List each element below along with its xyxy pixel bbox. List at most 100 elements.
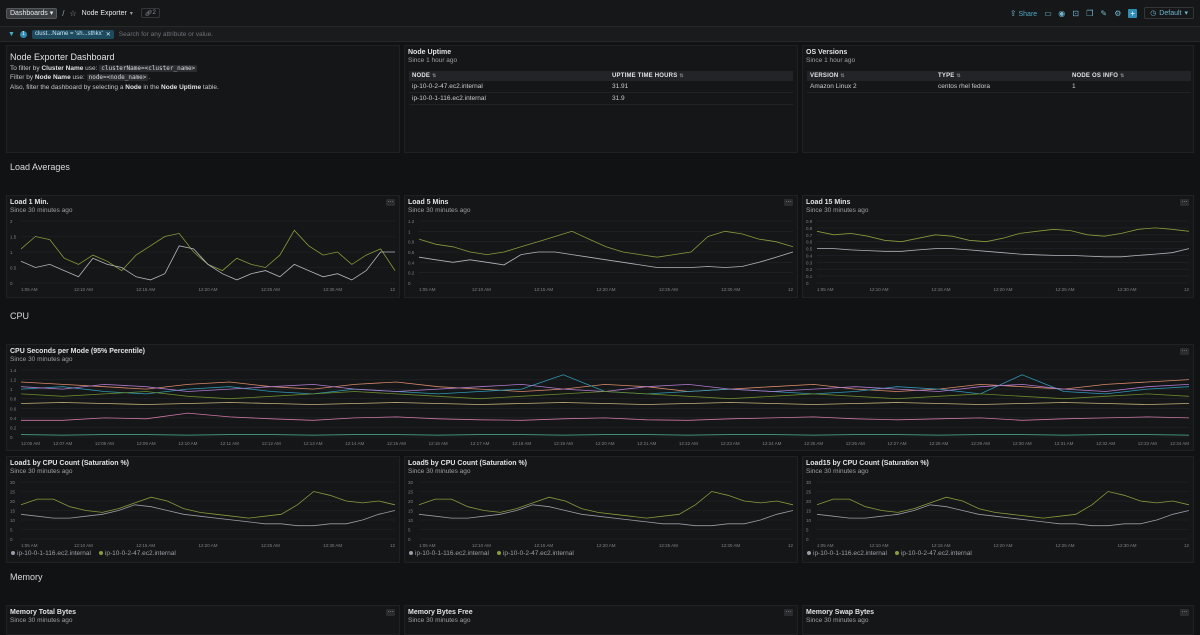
panel-menu-button[interactable]: … — [784, 608, 793, 616]
x-tick-label: 12:26 AM — [846, 441, 865, 446]
x-tick-label: 12:10 AM — [869, 543, 888, 548]
tv-mode-icon[interactable]: ▭ — [1044, 8, 1052, 18]
load5-saturation-chart: 30 25 20 15 10 5 0 1:05 AM 12:10 AM 12:15 AM 12:20… — [408, 480, 794, 548]
y-tick-label: 20 — [408, 499, 414, 504]
series-line — [418, 251, 794, 268]
y-tick-label: 10 — [408, 518, 414, 523]
filter-bar: ▼ 1 clust...Name = 'sh...sthkx' ✕ Search… — [0, 27, 1200, 42]
y-tick-label: 1 — [10, 387, 13, 392]
linked-entities-badge[interactable]: 🔗︎ 2 — [140, 8, 160, 18]
legend-item[interactable]: ip-10-0-2-47.ec2.internal — [894, 550, 972, 557]
panel-subtitle: Since 30 minutes ago — [806, 207, 869, 214]
panel-menu-button[interactable]: … — [1180, 347, 1189, 355]
cell-node[interactable]: ip-10-0-2-47.ec2.internal — [409, 81, 609, 93]
x-tick-label: 12:15 AM — [534, 287, 553, 292]
breadcrumb-label: Dashboards — [10, 9, 48, 17]
gear-icon[interactable]: ⚙ — [1114, 8, 1122, 18]
series-line — [418, 504, 794, 527]
add-widget-button[interactable]: + — [1128, 8, 1138, 18]
breadcrumb-dashboards[interactable]: Dashboards ▾ — [6, 7, 58, 19]
y-tick-label: 0.6 — [408, 250, 415, 255]
y-tick-label: 0 — [10, 537, 13, 542]
section-title-load: Load Averages — [10, 162, 70, 172]
panel-menu-button[interactable]: … — [1180, 198, 1189, 206]
legend-item[interactable]: ip-10-0-2-47.ec2.internal — [496, 550, 574, 557]
share-button[interactable]: ⇪ Share — [1010, 9, 1037, 18]
x-tick-label: 12:10 AM — [178, 441, 197, 446]
x-tick-label: 12:31 AM — [1054, 441, 1073, 446]
table-row[interactable]: ip-10-0-1-116.ec2.internal 31.9 — [409, 92, 793, 105]
column-header-version[interactable]: VERSION ⇅ — [807, 71, 935, 81]
star-icon[interactable]: ☆ — [69, 8, 77, 18]
filter-chip[interactable]: clust...Name = 'sh...sthkx' ✕ — [31, 29, 114, 39]
chevron-down-icon[interactable]: ▾ — [129, 10, 133, 17]
x-tick-label: 12:10 AM — [74, 543, 93, 548]
panel-menu-button[interactable]: … — [1180, 608, 1189, 616]
x-tick-label: 12:15 AM — [387, 441, 406, 446]
column-header-type[interactable]: TYPE ⇅ — [935, 71, 1069, 81]
legend-item[interactable]: ip-10-0-1-116.ec2.internal — [807, 550, 887, 557]
y-tick-label: 1.5 — [10, 235, 17, 240]
series-line — [20, 379, 1190, 392]
close-icon[interactable]: ✕ — [105, 31, 111, 38]
panel-title: Node Uptime — [408, 49, 452, 56]
x-tick-label: 12:20 AM — [993, 543, 1012, 548]
panel-menu-button[interactable]: … — [386, 198, 395, 206]
x-tick-label: 12:30 AM — [721, 287, 740, 292]
panel-menu-button[interactable]: … — [386, 608, 395, 616]
panel-title: CPU Seconds per Mode (95% Percentile) — [10, 348, 145, 355]
x-tick-label: 12:15 AM — [931, 287, 950, 292]
column-header-os-info[interactable]: NODE OS INFO ⇅ — [1069, 71, 1191, 81]
lock-icon[interactable]: ⊡ — [1072, 8, 1080, 18]
legend-item[interactable]: ip-10-0-2-47.ec2.internal — [98, 550, 176, 557]
x-tick-label: 1:05 AM — [419, 287, 436, 292]
table-row[interactable]: Amazon Linux 2 centos rhel fedora 1 — [807, 81, 1191, 93]
series-line — [20, 383, 1190, 392]
column-header-uptime[interactable]: UPTIME TIME HOURS ⇅ — [609, 71, 793, 81]
y-tick-label: 1.4 — [10, 368, 17, 373]
y-tick-label: 0.3 — [806, 260, 813, 265]
y-tick-label: 0 — [10, 281, 13, 286]
copy-icon[interactable]: ❐ — [1086, 8, 1094, 18]
column-header-node[interactable]: NODE ⇅ — [409, 71, 609, 81]
panel-subtitle: Since 1 hour ago — [408, 57, 458, 64]
node-uptime-table: NODE ⇅ UPTIME TIME HOURS ⇅ ip-10-0-2-47.ec… — [409, 71, 793, 105]
node-uptime-panel: Node Uptime Since 1 hour ago NODE ⇅ UPTIM… — [404, 45, 798, 153]
table-row[interactable]: ip-10-0-2-47.ec2.internal 31.91 — [409, 81, 793, 93]
legend-item[interactable]: ip-10-0-1-116.ec2.internal — [409, 550, 489, 557]
x-tick-label: 12 — [390, 287, 396, 292]
series-line — [816, 491, 1190, 519]
filter-count-badge: 1 — [19, 30, 27, 38]
y-tick-label: 0.7 — [806, 233, 813, 238]
markdown-title: Node Exporter Dashboard — [10, 52, 115, 62]
y-tick-label: 0.4 — [10, 416, 17, 421]
cell-node[interactable]: ip-10-0-1-116.ec2.internal — [409, 92, 609, 105]
cpu-seconds-panel: CPU Seconds per Mode (95% Percentile) Si… — [6, 344, 1194, 451]
y-tick-label: 0 — [408, 281, 411, 286]
x-tick-label: 12:10 AM — [472, 543, 491, 548]
y-tick-label: 5 — [806, 528, 809, 533]
share-icon: ⇪ — [1009, 8, 1017, 18]
x-tick-label: 12:23 AM — [721, 441, 740, 446]
x-tick-label: 12:30 AM — [1013, 441, 1032, 446]
dashboard-title[interactable]: Node Exporter — [81, 9, 127, 17]
markdown-line-table: Also, filter the dashboard by selecting … — [10, 84, 219, 91]
x-tick-label: 12:15 AM — [136, 543, 155, 548]
x-tick-label: 12:16 AM — [429, 441, 448, 446]
y-tick-label: 0.8 — [408, 240, 415, 245]
share-label: Share — [1018, 10, 1038, 18]
series-line — [20, 504, 396, 527]
panel-subtitle: Since 30 minutes ago — [408, 207, 471, 214]
panel-menu-button[interactable]: … — [784, 198, 793, 206]
y-tick-label: 25 — [408, 490, 414, 495]
filter-search-input[interactable]: Search for any attribute or value. — [118, 30, 214, 38]
legend-item[interactable]: ip-10-0-1-116.ec2.internal — [11, 550, 91, 557]
view-icon[interactable]: ◉ — [1058, 8, 1066, 18]
time-picker[interactable]: ◷ Default ▾ — [1144, 7, 1194, 19]
y-tick-label: 0.2 — [806, 267, 813, 272]
y-tick-label: 1.2 — [408, 219, 415, 224]
filter-icon[interactable]: ▼ — [8, 30, 15, 38]
markdown-line-cluster: To filter by Cluster Name use: clusterNa… — [10, 65, 198, 72]
y-tick-label: 1 — [408, 229, 411, 234]
edit-icon[interactable]: ✎ — [1100, 8, 1108, 18]
